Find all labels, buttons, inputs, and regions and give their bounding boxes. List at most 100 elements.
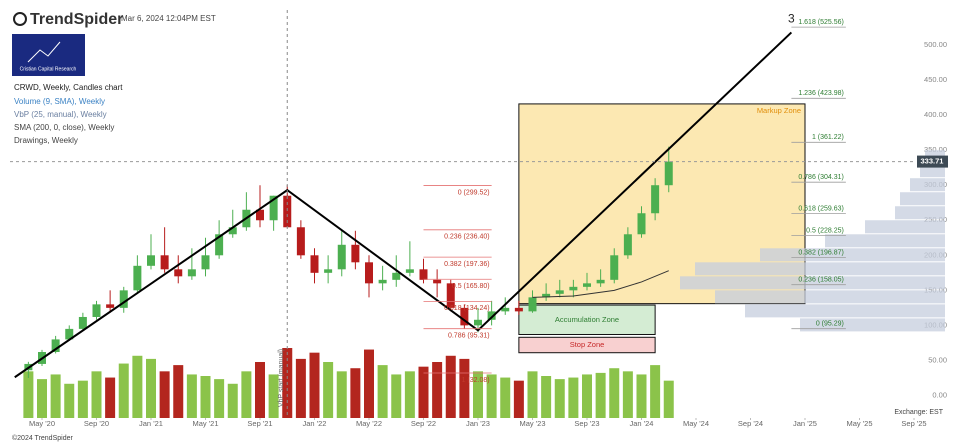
volume-bar [513, 380, 524, 418]
y-tick-label: 500.00 [924, 40, 947, 49]
indicator: Drawings, Weekly [14, 136, 78, 145]
fib-label: 1 (32.08) [462, 377, 490, 384]
fib-label: 0.382 (197.36) [444, 261, 490, 268]
x-tick-label: Sep '20 [84, 419, 109, 428]
volume-bar [650, 365, 661, 418]
candle-body [569, 286, 578, 291]
x-tick-label: Jan '23 [466, 419, 490, 428]
fib-label: 1 (361.22) [812, 134, 844, 141]
volume-bar [309, 352, 320, 418]
volume-bar [173, 365, 184, 418]
candle-body [460, 307, 469, 326]
vbp-bar [800, 318, 945, 332]
volume-bar [91, 371, 102, 418]
candle-body [514, 307, 523, 312]
volume-bar [214, 379, 225, 418]
x-tick-label: Sep '25 [901, 419, 926, 428]
y-tick-label: 0.00 [932, 390, 947, 399]
logo-icon [27, 41, 61, 63]
candle-body [78, 316, 87, 329]
x-tick-label: May '24 [683, 419, 709, 428]
zone-label: Markup Zone [757, 106, 801, 115]
volume-bar [432, 362, 443, 418]
y-tick-label: 150.00 [924, 285, 947, 294]
vbp-bar [745, 304, 945, 318]
fib-label: 0.236 (236.40) [444, 234, 490, 241]
candle-body [106, 304, 115, 308]
timestamp: Mar 6, 2024 12:04PM EST [121, 14, 216, 23]
volume-bar [64, 383, 75, 418]
candle-body [365, 262, 373, 284]
volume-bar [595, 372, 606, 418]
candle-body [269, 195, 278, 221]
candle-body [392, 272, 401, 280]
fib-label: 0 (95.29) [816, 321, 844, 328]
x-tick-label: May '21 [192, 419, 218, 428]
trend-drawing [14, 31, 793, 379]
chart-title: CRWD, Weekly, Candles chart [14, 83, 123, 92]
volume-bar [323, 362, 334, 418]
x-tick-label: Jan '24 [630, 419, 654, 428]
x-tick-label: Sep '22 [411, 419, 436, 428]
volume-bar [377, 365, 388, 418]
candle-body [65, 328, 74, 340]
x-tick-label: May '22 [356, 419, 382, 428]
fib-label: 0.5 (228.25) [806, 227, 844, 234]
volume-bar [622, 371, 633, 418]
volume-bar [663, 380, 674, 418]
volume-bar [336, 371, 347, 418]
layer: Markup Zone Accumulation Zone Stop Zone 3 Vb… [10, 10, 948, 418]
volume-bar [132, 355, 143, 418]
x-tick-label: Jan '22 [303, 419, 327, 428]
volume-bar [541, 376, 552, 418]
fib-label: 0 (299.52) [458, 189, 490, 196]
y-tick-label: 250.00 [924, 215, 947, 224]
candle-body [528, 297, 537, 312]
y-tick-label: 450.00 [924, 75, 947, 84]
logo-text: Cristian Capital Research [20, 66, 77, 72]
last-price-box [917, 155, 948, 168]
fib-label: 0.382 (196.87) [798, 249, 844, 256]
volume-bar [418, 366, 429, 418]
copyright: ©2024 TrendSpider [12, 434, 73, 442]
candle-body [351, 244, 360, 263]
volume-bar [350, 368, 361, 418]
volume-bar [473, 371, 483, 418]
candle-body [174, 269, 183, 277]
candle-body [283, 195, 292, 228]
vbp-bar [695, 262, 945, 276]
candle-body [487, 311, 496, 320]
brand-icon [13, 12, 27, 26]
candle-body [324, 269, 333, 273]
candle-body [623, 234, 632, 256]
vbp-bar [910, 178, 945, 192]
indicator: SMA (200, 0, close), Weekly [14, 123, 114, 132]
candle-body [147, 255, 155, 266]
candle-body [583, 283, 591, 287]
candle-body [337, 244, 346, 270]
volume-bar [459, 358, 470, 418]
volume-bar [23, 371, 34, 418]
zone-label: Stop Zone [570, 340, 605, 349]
vbp-bar [715, 290, 945, 304]
indicator: VbP (25, manual), Weekly [14, 110, 107, 119]
volume-bar [568, 377, 579, 418]
candle-body [215, 234, 224, 256]
candle-body [419, 269, 428, 280]
exchange: Exchange: EST [894, 409, 943, 416]
volume-bar [404, 371, 415, 418]
candle-body [310, 255, 319, 273]
x-tick-label: May '20 [29, 419, 55, 428]
brand-logo: TrendSpider [13, 11, 123, 28]
candle-body [555, 290, 564, 294]
layer: 0.0050.00100.00150.00200.00250.00300.003… [29, 40, 947, 428]
candle-body [596, 279, 605, 284]
vbp-start-label: VbP start (manual) [278, 349, 285, 407]
fib-label: 0.786 (95.31) [448, 333, 490, 340]
volume-bar [582, 374, 592, 418]
candle-body [51, 339, 60, 353]
vbp-bar [895, 206, 945, 220]
vbp-bar [900, 192, 945, 206]
indicator: Volume (9, SMA), Weekly [14, 97, 105, 106]
